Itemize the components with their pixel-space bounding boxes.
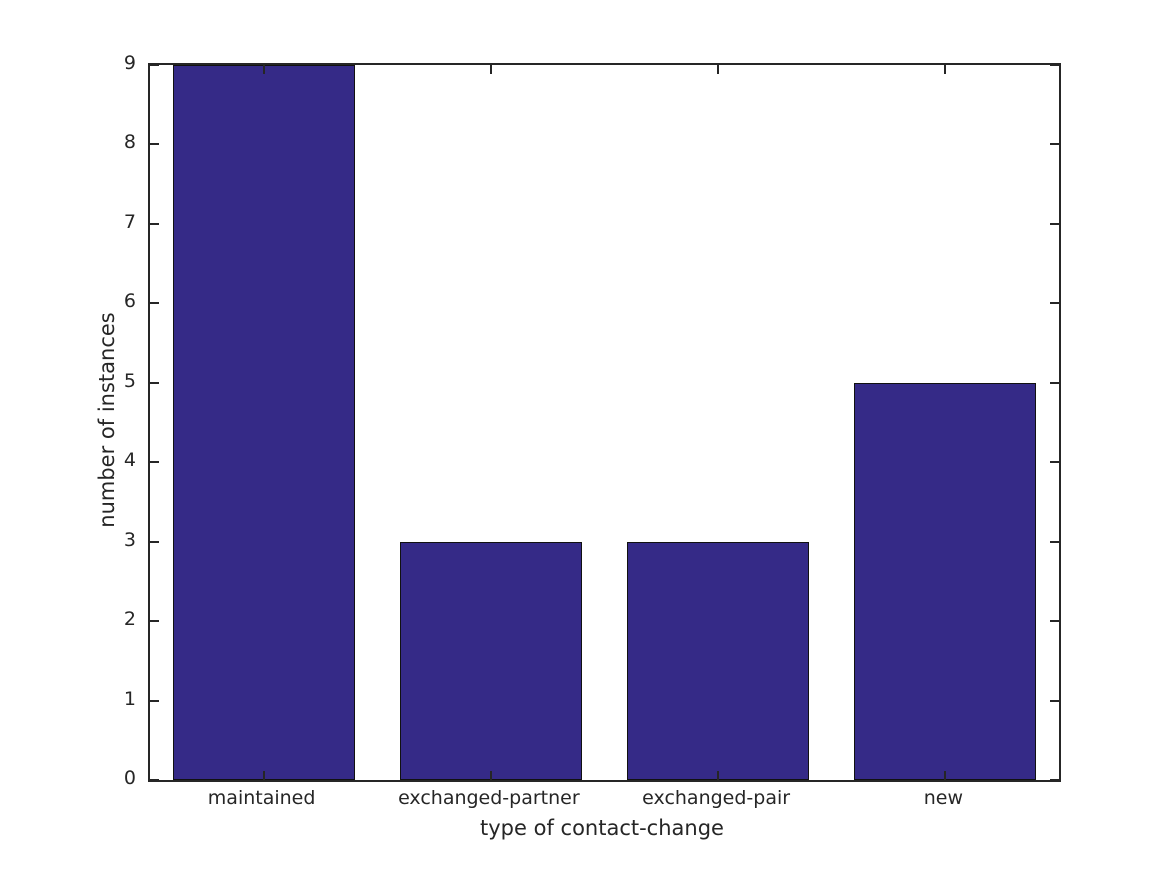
y-tick-left	[150, 699, 159, 702]
x-tick-label-maintained: maintained	[207, 787, 316, 809]
y-tick-label-0: 0	[123, 767, 136, 789]
y-tick-label-3: 3	[123, 528, 136, 551]
y-tick-label-4: 4	[123, 449, 136, 472]
y-tick-right	[1050, 64, 1059, 66]
y-tick-left	[150, 222, 159, 225]
bar-exchanged-pair	[627, 541, 810, 780]
x-axis-title: type of contact-change	[480, 816, 724, 840]
bar-new	[854, 382, 1037, 780]
y-tick-label-8: 8	[123, 131, 136, 154]
x-tick-top-exchanged-partner	[489, 65, 492, 74]
x-tick-bottom-maintained	[262, 771, 265, 780]
y-tick-left	[150, 302, 159, 305]
y-tick-right	[1050, 302, 1059, 305]
x-tick-bottom-exchanged-partner	[489, 771, 492, 780]
y-tick-label-6: 6	[123, 290, 136, 313]
plot-area	[148, 63, 1061, 782]
y-tick-right	[1050, 699, 1059, 702]
y-tick-right	[1050, 222, 1059, 225]
y-tick-left	[150, 381, 159, 384]
y-axis-title-text: number of instances	[95, 312, 119, 528]
y-tick-left	[150, 64, 159, 66]
y-tick-label-1: 1	[123, 687, 136, 710]
y-tick-right	[1050, 461, 1059, 464]
y-tick-label-9: 9	[123, 52, 136, 74]
bar-exchanged-partner	[399, 541, 582, 780]
y-tick-left	[150, 620, 159, 623]
y-tick-right	[1050, 620, 1059, 623]
y-tick-left	[150, 461, 159, 464]
y-tick-right	[1050, 381, 1059, 384]
x-tick-top-exchanged-pair	[717, 65, 720, 74]
y-tick-left	[150, 779, 159, 781]
x-tick-top-new	[944, 65, 947, 74]
y-tick-left	[150, 143, 159, 146]
bar-maintained	[172, 65, 355, 780]
y-tick-right	[1050, 540, 1059, 543]
y-tick-right	[1050, 143, 1059, 146]
x-tick-bottom-new	[944, 771, 947, 780]
y-tick-left	[150, 540, 159, 543]
x-tick-top-maintained	[262, 65, 265, 74]
x-tick-label-new: new	[923, 787, 964, 809]
x-tick-bottom-exchanged-pair	[717, 771, 720, 780]
x-tick-label-exchanged-partner: exchanged-partner	[398, 787, 580, 809]
y-tick-label-7: 7	[123, 210, 136, 233]
y-tick-label-2: 2	[123, 608, 136, 631]
y-tick-label-5: 5	[123, 369, 136, 392]
y-tick-right	[1050, 779, 1059, 781]
x-tick-label-exchanged-pair: exchanged-pair	[642, 787, 791, 809]
